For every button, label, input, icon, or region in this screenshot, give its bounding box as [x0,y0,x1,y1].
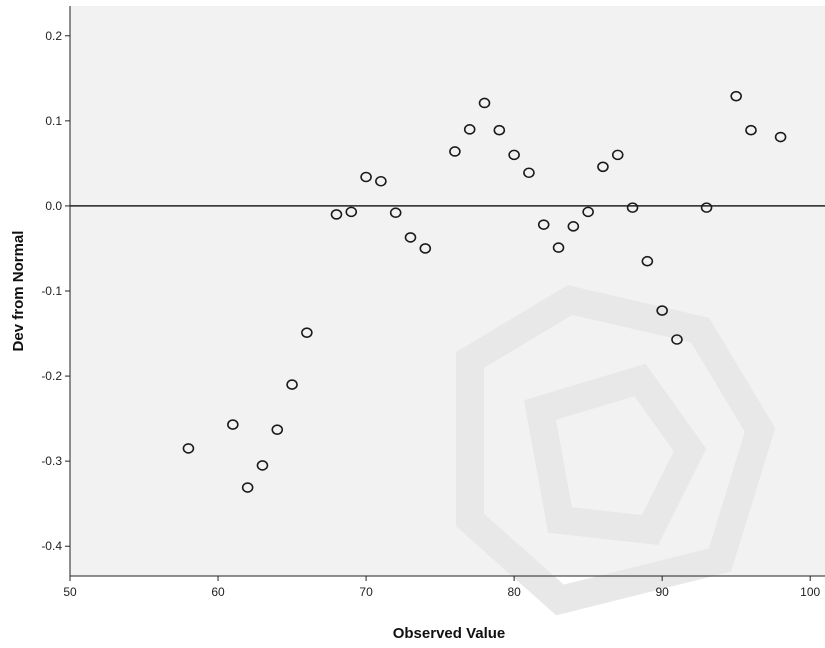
y-tick-label: -0.3 [41,454,62,468]
data-point [375,175,387,187]
data-point [582,206,594,218]
plot-background [70,6,825,576]
data-point [389,207,402,219]
data-point [301,327,313,338]
data-point [508,149,520,161]
data-point [227,419,239,430]
y-tick-label: -0.2 [41,369,62,383]
y-axis-title: Dev from Normal [10,231,27,352]
data-point [345,206,358,218]
data-point [745,124,757,136]
data-point [523,167,535,179]
data-points [182,90,787,493]
data-point [419,243,432,254]
data-point [597,161,609,173]
data-point [182,443,195,454]
data-point [626,202,639,213]
x-tick-label: 100 [800,585,820,599]
y-tick-label: 0.1 [45,114,62,128]
data-point [241,482,254,493]
x-tick-label: 50 [63,585,77,599]
data-point [493,124,506,136]
data-point [611,149,624,161]
data-point [449,146,461,157]
y-axis-ticks: 0.2 0.1 0.0 -0.1 -0.2 -0.3 -0.4 [41,29,70,553]
data-point [404,232,417,243]
x-tick-label: 80 [507,585,521,599]
x-tick-label: 60 [211,585,225,599]
background-watermark [456,285,776,616]
data-point [730,90,742,102]
x-axis-title: Observed Value [393,625,506,642]
data-point [774,131,787,143]
y-tick-label: 0.0 [45,199,62,213]
x-tick-label: 70 [359,585,373,599]
data-point [463,124,476,135]
x-tick-label: 90 [655,585,669,599]
y-tick-label: -0.4 [41,539,62,553]
data-point [360,171,372,183]
data-point [537,219,550,230]
data-point [256,460,269,471]
data-point [656,305,668,316]
y-tick-label: -0.1 [41,284,62,298]
y-tick-label: 0.2 [45,29,62,43]
data-point [700,202,713,213]
data-point [567,221,580,232]
data-point [330,209,343,220]
data-point [478,97,491,109]
data-point [671,334,683,345]
x-axis-ticks: 50 60 70 80 90 100 [63,576,821,599]
data-point [271,424,284,435]
data-point [286,379,298,390]
data-point [641,255,654,267]
data-point [552,242,565,253]
